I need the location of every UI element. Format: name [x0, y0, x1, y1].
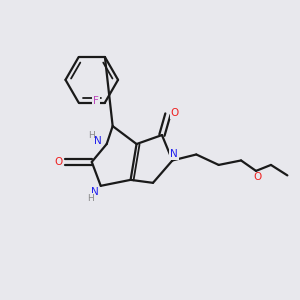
Text: H: H: [87, 194, 94, 203]
Text: F: F: [93, 96, 99, 106]
Text: O: O: [54, 157, 62, 167]
Text: O: O: [170, 108, 178, 118]
Text: N: N: [91, 188, 99, 197]
Text: N: N: [94, 136, 102, 146]
Text: O: O: [254, 172, 262, 182]
Text: N: N: [170, 149, 178, 159]
Text: H: H: [88, 131, 94, 140]
